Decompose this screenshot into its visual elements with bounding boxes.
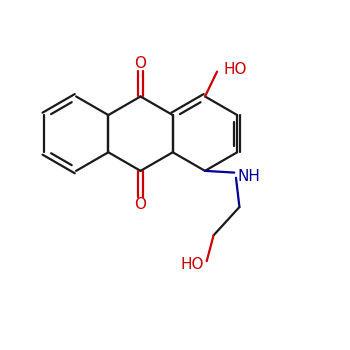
Text: O: O <box>134 197 147 212</box>
Text: HO: HO <box>181 257 204 272</box>
Text: O: O <box>134 56 147 71</box>
Text: HO: HO <box>223 62 247 77</box>
Text: NH: NH <box>238 169 260 183</box>
